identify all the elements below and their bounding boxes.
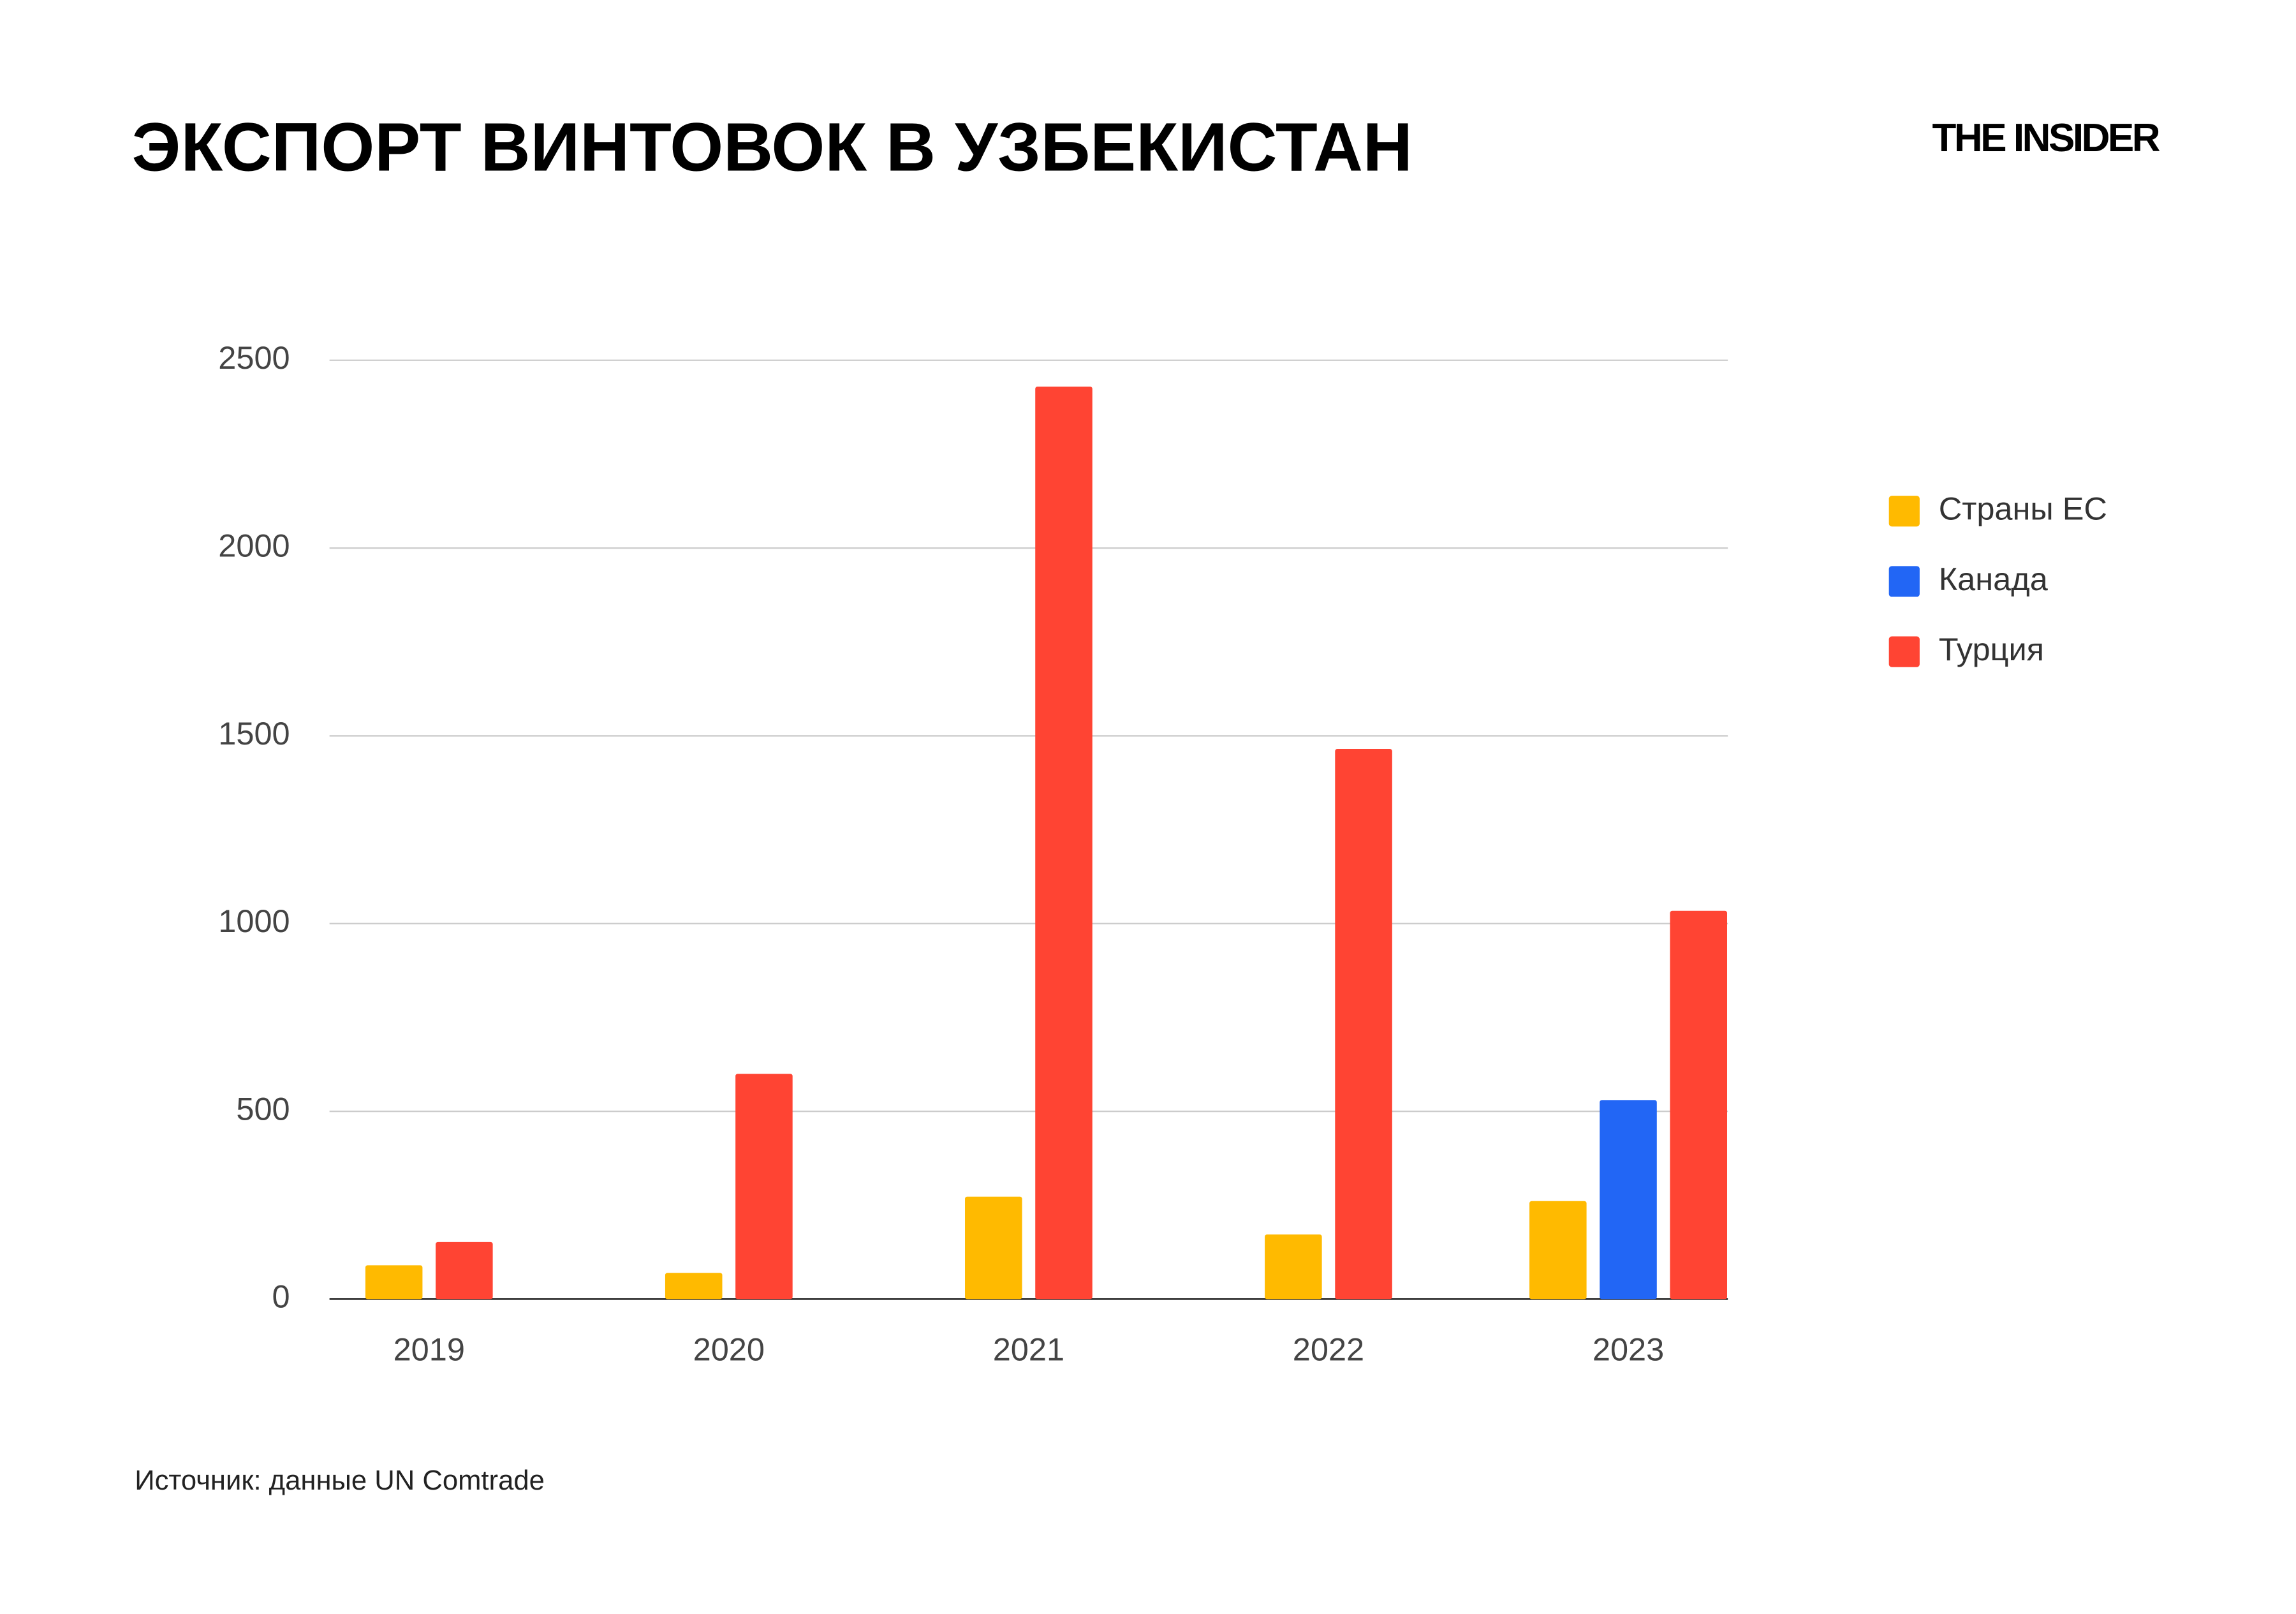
y-tick-label: 1500 xyxy=(218,715,290,751)
bar xyxy=(1265,1234,1322,1299)
y-tick-label: 2000 xyxy=(218,527,290,563)
y-tick-label: 1000 xyxy=(218,903,290,939)
bar xyxy=(1035,386,1093,1299)
y-tick-label: 2500 xyxy=(218,339,290,376)
bar xyxy=(665,1273,723,1299)
bar xyxy=(1335,749,1392,1299)
legend-label: Страны ЕС xyxy=(1939,491,2107,527)
bar xyxy=(365,1265,423,1299)
legend-swatch xyxy=(1888,636,1920,667)
bar xyxy=(1670,910,1727,1299)
legend-swatch xyxy=(1888,566,1920,597)
source-note: Источник: данные UN Comtrade xyxy=(135,1465,545,1496)
legend-label: Канада xyxy=(1939,561,2049,597)
legend-label: Турция xyxy=(1939,631,2044,667)
bar xyxy=(965,1196,1022,1299)
bar xyxy=(436,1241,493,1299)
x-tick-label: 2020 xyxy=(693,1331,765,1367)
chart-title: ЭКСПОРТ ВИНТОВОК В УЗБЕКИСТАН xyxy=(132,108,1413,185)
x-tick-label: 2019 xyxy=(394,1331,465,1367)
x-tick-label: 2023 xyxy=(1593,1331,1664,1367)
bar xyxy=(1600,1100,1657,1299)
x-tick-label: 2021 xyxy=(993,1331,1064,1367)
bar xyxy=(735,1074,793,1299)
y-tick-label: 0 xyxy=(272,1278,290,1315)
y-tick-label: 500 xyxy=(236,1090,290,1127)
bar xyxy=(1529,1201,1587,1299)
logo: THE INSIDER xyxy=(1932,116,2160,160)
legend-swatch xyxy=(1888,496,1920,527)
x-tick-label: 2022 xyxy=(1293,1331,1364,1367)
